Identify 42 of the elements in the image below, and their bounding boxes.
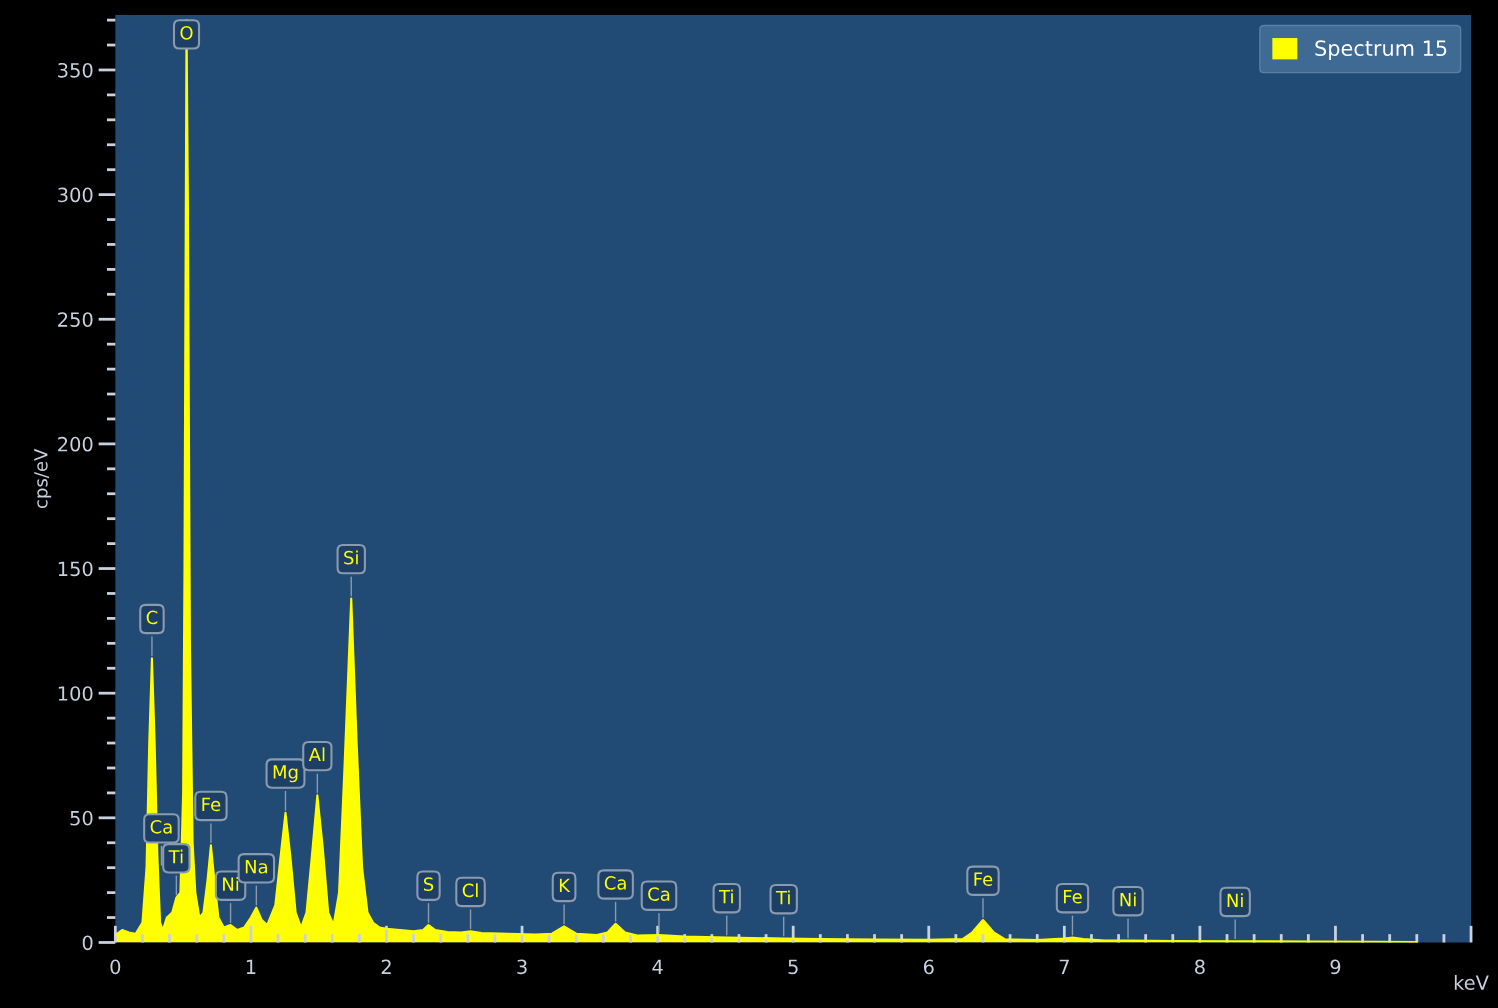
y-tick-label: 200	[58, 436, 93, 452]
annotation: Ti	[775, 890, 790, 905]
x-tick-label: 1	[246, 959, 256, 974]
x-axis-title: keV	[1454, 974, 1489, 990]
annotation: Fe	[974, 872, 993, 886]
annotation: Si	[344, 550, 358, 565]
y-tick-label: 50	[70, 810, 93, 826]
y-tick-label: 250	[58, 312, 93, 327]
x-tick-label: 5	[788, 959, 798, 975]
annotation: C	[146, 610, 158, 625]
annotation: Fe	[202, 797, 221, 812]
legend-label: Spectrum 15	[1315, 40, 1447, 61]
annotation: Al	[308, 747, 325, 762]
annotation: Na	[245, 860, 267, 874]
y-tick-label: 300	[58, 187, 93, 203]
annotation: Ni	[223, 877, 239, 891]
annotation: Ni	[1120, 892, 1136, 907]
x-tick-label: 7	[1059, 959, 1069, 974]
annotation: Mg	[273, 765, 298, 783]
annotation: O	[180, 25, 193, 40]
y-axis-title: cps/eV	[34, 448, 52, 508]
annotation: K	[559, 878, 571, 892]
annotation: Fe	[1063, 890, 1082, 904]
y-tick-label: 100	[58, 686, 93, 701]
annotation: Ti	[168, 849, 183, 864]
x-tick-label: 4	[652, 959, 663, 974]
annotation: Ca	[604, 876, 626, 890]
annotation: Cl	[462, 883, 478, 898]
annotation: S	[423, 877, 434, 891]
x-tick-label: 3	[517, 959, 527, 975]
annotation: Ni	[1227, 893, 1243, 907]
annotation: Ca	[648, 887, 670, 901]
y-tick-label: 350	[58, 62, 93, 78]
x-tick-label: 8	[1195, 959, 1205, 975]
annotation: Ti	[718, 889, 733, 904]
annotation: Ca	[150, 819, 172, 834]
x-tick-label: 2	[381, 959, 391, 974]
y-tick-label: 0	[82, 935, 93, 951]
y-tick-label: 150	[58, 561, 93, 577]
x-tick-label: 0	[110, 959, 121, 975]
x-tick-label: 9	[1330, 959, 1341, 975]
x-tick-label: 6	[923, 959, 934, 975]
